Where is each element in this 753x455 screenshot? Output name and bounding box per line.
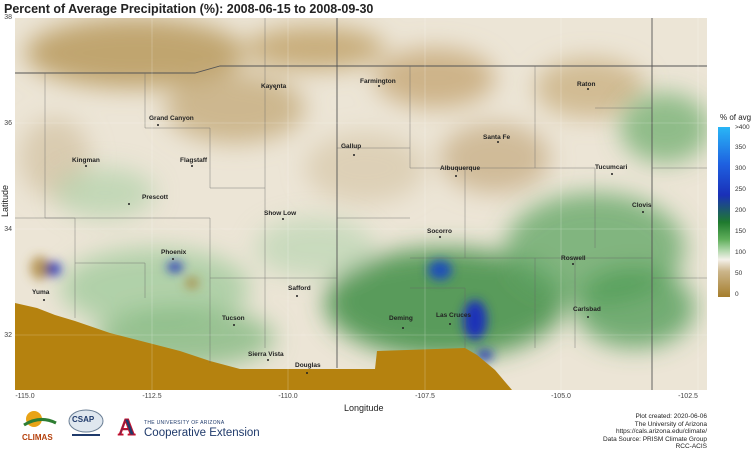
y-tick-label: 38 xyxy=(4,14,12,21)
city-dot xyxy=(642,211,644,213)
county-borders xyxy=(15,18,707,363)
city-dot xyxy=(275,88,277,90)
city-tucumcari: Tucumcari xyxy=(595,164,628,171)
city-dot xyxy=(282,218,284,220)
city-dot xyxy=(85,165,87,167)
x-axis-label: Longitude xyxy=(344,403,384,413)
very-wet-spots xyxy=(30,256,493,360)
x-tick-label: -110.0 xyxy=(278,393,298,400)
x-tick-label: -115.0 xyxy=(15,393,35,400)
legend-tick: 150 xyxy=(735,228,746,235)
y-tick-label: 34 xyxy=(4,226,12,233)
city-farmington: Farmington xyxy=(360,78,396,85)
city-prescott: Prescott xyxy=(142,194,169,201)
city-clovis: Clovis xyxy=(632,202,652,209)
csap-logo-text: CSAP xyxy=(72,415,95,424)
legend-tick: 200 xyxy=(735,207,746,214)
city-show-low: Show Low xyxy=(264,210,297,217)
city-dot xyxy=(497,141,499,143)
city-roswell: Roswell xyxy=(561,255,586,262)
city-dot xyxy=(402,327,404,329)
csap-logo-icon xyxy=(68,409,104,436)
precipitation-map: Kayenta Farmington Raton Grand Canyon Sa… xyxy=(15,18,707,390)
city-dot xyxy=(128,203,130,205)
credit-line: RCC-ACIS xyxy=(675,443,707,451)
city-phoenix: Phoenix xyxy=(161,249,187,256)
city-kingman: Kingman xyxy=(72,157,100,164)
city-dot xyxy=(587,316,589,318)
dry-areas xyxy=(20,18,645,203)
plot-credits: Plot created: 2020-06-06 The University … xyxy=(603,413,707,451)
city-dot xyxy=(43,299,45,301)
state-borders xyxy=(15,18,707,390)
legend-tick: 50 xyxy=(735,270,743,277)
ua-logo-letter: A xyxy=(117,415,136,442)
city-yuma: Yuma xyxy=(32,289,50,296)
climas-logo-text: CLIMAS xyxy=(22,433,53,442)
city-tucson: Tucson xyxy=(222,315,245,322)
city-dot xyxy=(267,359,269,361)
coop-extension-subtitle: THE UNIVERSITY OF ARIZONA xyxy=(144,420,225,426)
y-tick-label: 32 xyxy=(4,332,12,339)
credit-line: https://cals.arizona.edu/climate/ xyxy=(615,428,707,436)
csap-logo[interactable]: CSAP xyxy=(66,407,106,443)
city-kayenta: Kayenta xyxy=(261,83,287,90)
legend-tick: 0 xyxy=(735,291,739,298)
city-safford: Safford xyxy=(288,285,311,292)
graticule xyxy=(15,18,707,390)
map-title: Percent of Average Precipitation (%): 20… xyxy=(4,2,374,16)
x-tick-label: -105.0 xyxy=(551,393,571,400)
city-sierra-vista: Sierra Vista xyxy=(248,351,284,358)
city-las-cruces: Las Cruces xyxy=(436,312,472,319)
x-tick-label: -102.5 xyxy=(678,393,698,400)
university-of-arizona-logo[interactable]: A xyxy=(114,415,140,442)
city-dot xyxy=(191,165,193,167)
city-dot xyxy=(172,258,174,260)
city-raton: Raton xyxy=(577,81,596,88)
legend-color-bar xyxy=(718,127,730,297)
city-gallup: Gallup xyxy=(341,143,362,150)
city-flagstaff: Flagstaff xyxy=(180,157,208,164)
city-dot xyxy=(378,85,380,87)
x-tick-label: -112.5 xyxy=(142,393,162,400)
legend-tick: 300 xyxy=(735,165,746,172)
legend-tick: 250 xyxy=(735,186,746,193)
city-carlsbad: Carlsbad xyxy=(573,306,601,313)
city-dot xyxy=(449,323,451,325)
credit-line: The University of Arizona xyxy=(634,420,707,428)
x-tick-label: -107.5 xyxy=(415,393,435,400)
city-santa-fe: Santa Fe xyxy=(483,134,511,141)
city-dot xyxy=(587,88,589,90)
credit-line: Plot created: 2020-06-06 xyxy=(635,413,707,420)
city-dot xyxy=(157,124,159,126)
city-dot xyxy=(439,236,441,238)
climas-logo[interactable]: CLIMAS xyxy=(20,407,60,443)
city-albuquerque: Albuquerque xyxy=(440,165,481,172)
legend-title: % of avg xyxy=(720,113,752,122)
climas-logo-icon xyxy=(23,411,57,427)
city-grand-canyon: Grand Canyon xyxy=(149,115,194,122)
city-dot xyxy=(296,295,298,297)
city-socorro: Socorro xyxy=(427,228,452,235)
credit-line: Data Source: PRISM Climate Group xyxy=(602,435,707,443)
city-dot xyxy=(233,324,235,326)
city-deming: Deming xyxy=(389,315,413,322)
coop-extension-title: Cooperative Extension xyxy=(144,427,260,439)
legend-tick: 350 xyxy=(735,144,746,151)
y-tick-label: 36 xyxy=(4,120,12,127)
legend-tick: 100 xyxy=(735,249,746,256)
ua-logo-icon xyxy=(114,415,140,441)
city-dot xyxy=(353,154,355,156)
legend-tick: >400 xyxy=(735,124,750,131)
map-canvas xyxy=(15,18,707,390)
city-douglas: Douglas xyxy=(295,362,321,369)
city-dot xyxy=(611,173,613,175)
city-dot xyxy=(306,372,308,374)
city-dot xyxy=(455,175,457,177)
city-dot xyxy=(572,263,574,265)
y-axis-label: Latitude xyxy=(0,184,11,218)
mexico-no-data-area xyxy=(15,303,512,390)
